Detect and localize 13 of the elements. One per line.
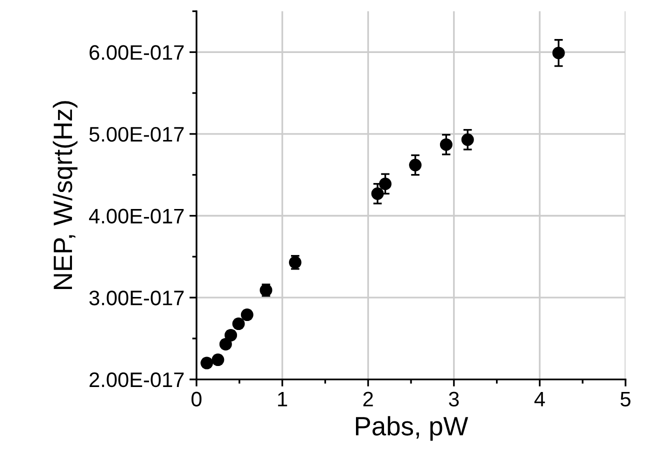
x-tick-label: 1 xyxy=(278,392,288,406)
y-tick-label: 4.00E-017 xyxy=(89,208,184,224)
y-tick-label: 6.00E-017 xyxy=(90,45,184,60)
x-tick-label: 2 xyxy=(363,392,373,406)
x-tick-label: 4 xyxy=(534,392,545,406)
x-tick-label: 3 xyxy=(448,392,459,407)
x-tick-label: 5 xyxy=(620,392,630,407)
x-axis-title: Pabs, pW xyxy=(356,416,468,441)
y-tick-label: 5.00E-017 xyxy=(89,126,184,142)
y-axis-title: NEP, W/sqrt(Hz) xyxy=(52,101,78,289)
y-tick-label: 3.00E-017 xyxy=(89,290,184,306)
y-tick-label: 2.00E-017 xyxy=(90,372,184,388)
x-tick-label: 0 xyxy=(192,392,202,407)
